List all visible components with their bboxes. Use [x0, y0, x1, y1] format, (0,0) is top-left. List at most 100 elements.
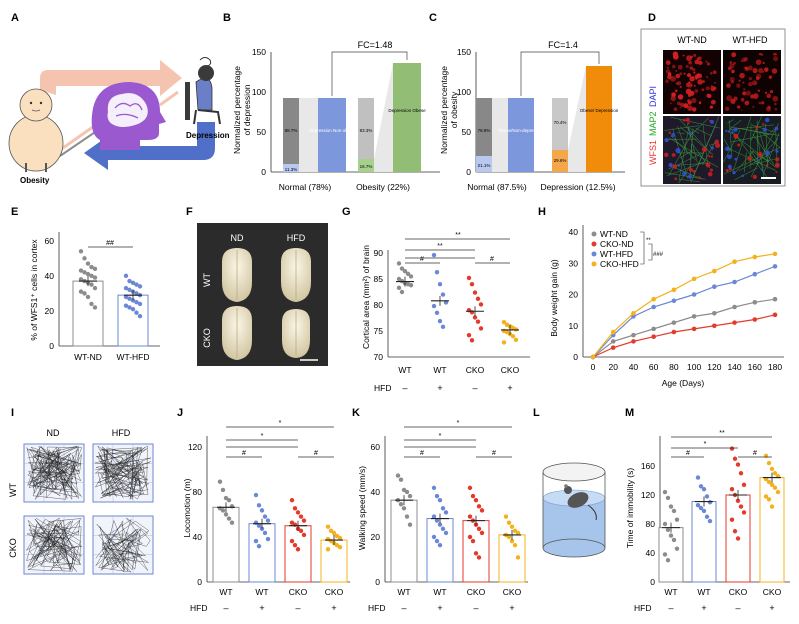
d-signal: [687, 73, 691, 77]
m-xlabel-2: WT: [697, 587, 710, 597]
k-point: [480, 531, 484, 535]
h-point: [692, 292, 697, 297]
e-ytick: 40: [45, 271, 55, 281]
j-point: [266, 537, 270, 541]
h-point: [631, 339, 636, 344]
d-signal: [694, 89, 698, 93]
g-point: [479, 326, 483, 330]
d-signal: [758, 68, 763, 73]
k-point: [438, 543, 442, 547]
m-point: [708, 519, 712, 523]
k-point: [513, 543, 517, 547]
d-cell: [725, 147, 730, 152]
m-point: [770, 467, 774, 471]
i-label-nd: ND: [47, 428, 60, 438]
h-point: [692, 314, 697, 319]
f-label-nd: ND: [231, 233, 244, 243]
d-signal: [765, 92, 767, 94]
k-point: [480, 508, 484, 512]
j-ytick: 80: [193, 487, 203, 497]
d-cell: [756, 159, 758, 161]
d-signal: [686, 89, 692, 95]
d-signal: [707, 62, 710, 65]
h-point: [732, 280, 737, 285]
k-point: [444, 531, 448, 535]
k-ytick: 60: [371, 442, 381, 452]
panel-l: L: [533, 407, 605, 557]
j-point: [326, 525, 330, 529]
b-bar3-top-label: 83.3%: [360, 128, 373, 133]
k-point: [435, 494, 439, 498]
e-bar: [118, 295, 148, 346]
d-signal: [670, 102, 672, 104]
d-signal: [752, 68, 757, 73]
d-signal: [695, 78, 697, 80]
m-point: [666, 528, 670, 532]
e-bar: [73, 281, 103, 346]
h-legend-bracket: [640, 232, 652, 264]
m-point: [669, 533, 673, 537]
b-bar1-top-label: 88.7%: [285, 128, 298, 133]
m-point: [702, 509, 706, 513]
d-signal: [691, 98, 696, 103]
d-signal: [666, 69, 670, 73]
k-ytick: 0: [375, 577, 380, 587]
d-signal: [687, 82, 693, 88]
d-signal: [743, 88, 745, 90]
b-bar3-bottom-label: 16.7%: [360, 164, 373, 169]
d-signal: [666, 60, 671, 65]
d-signal: [702, 80, 705, 83]
k-point: [468, 486, 472, 490]
d-signal: [713, 70, 717, 74]
d-cell: [698, 176, 700, 178]
d-signal: [706, 76, 708, 78]
g-point: [432, 304, 436, 308]
d-signal: [756, 74, 761, 79]
k-point: [477, 555, 481, 559]
panel-e: E % of WFS1⁺ cells in cortex 0 20 40 60 …: [11, 206, 160, 362]
h-series-line: [593, 254, 775, 357]
j-point: [257, 503, 261, 507]
g-sign-1: –: [402, 383, 407, 393]
h-legend-sig: **: [646, 238, 651, 244]
j-point: [290, 539, 294, 543]
d-signal: [774, 108, 777, 111]
k-point: [504, 514, 508, 518]
d-signal: [705, 60, 707, 62]
h-point: [651, 334, 656, 339]
k-point: [477, 527, 481, 531]
d-signal: [766, 94, 771, 99]
g-point: [479, 302, 483, 306]
j-ylabel: Locomotion (m): [182, 478, 192, 537]
d-signal: [672, 92, 676, 96]
g-xlabel-3: CKO: [466, 365, 485, 375]
d-cell: [678, 165, 680, 167]
c-ytick: 100: [457, 87, 471, 97]
e-xlabel-2: WT-HFD: [116, 352, 149, 362]
d-signal: [679, 72, 682, 75]
d-cell: [747, 156, 751, 160]
k-point: [510, 525, 514, 529]
depression-figure-icon: [185, 58, 220, 125]
e-ytick: 0: [49, 341, 54, 351]
g-sign-4: +: [507, 383, 512, 393]
d-signal: [692, 68, 695, 71]
b-bar-dep-nonobese: [318, 98, 346, 172]
d-signal: [730, 99, 735, 104]
d-side-wfs1: WFS1: [648, 140, 658, 165]
panel-j: J Locomotion (m) 0 40 80 120 * * # # WT …: [177, 407, 350, 613]
j-sig-3: #: [242, 450, 246, 457]
k-point: [399, 477, 403, 481]
brain-cko-hfd: [282, 309, 310, 358]
j-ytick: 40: [193, 532, 203, 542]
h-point: [732, 259, 737, 264]
d-cell: [689, 132, 692, 135]
g-point: [467, 333, 471, 337]
j-xlabel-3: CKO: [289, 587, 308, 597]
m-sign-4: +: [769, 603, 774, 613]
j-point: [293, 506, 297, 510]
d-side-dapi: DAPI: [648, 86, 658, 107]
e-point: [138, 284, 142, 288]
j-point: [221, 508, 225, 512]
